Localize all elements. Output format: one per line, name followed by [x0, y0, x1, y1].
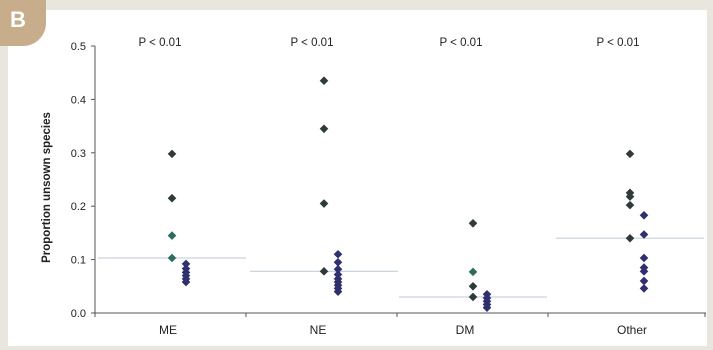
x-tick-label: DM	[456, 323, 475, 337]
y-tick-label: 0.3	[71, 148, 86, 160]
data-point	[625, 192, 635, 201]
data-point	[639, 276, 649, 286]
p-value-label: P < 0.01	[440, 37, 483, 49]
data-point	[167, 149, 177, 159]
y-tick-label: 0.0	[71, 308, 86, 320]
data-point	[333, 249, 343, 259]
data-point	[167, 253, 177, 263]
data-point	[319, 199, 329, 208]
chart-labels: Proportion unsown species ME P < 0.01 NE P <…	[41, 37, 647, 337]
p-value-label: P < 0.01	[139, 37, 182, 49]
data-point	[333, 264, 343, 274]
data-points	[167, 76, 649, 312]
p-value-label: P < 0.01	[291, 37, 334, 49]
data-point	[319, 76, 329, 86]
x-tick-label: Other	[617, 323, 647, 337]
data-point	[333, 287, 343, 296]
data-point	[639, 267, 649, 276]
data-point	[167, 193, 177, 203]
p-value-label: P < 0.01	[597, 37, 640, 49]
data-point	[333, 257, 343, 267]
data-point	[319, 267, 329, 276]
panel-label: B	[10, 7, 26, 32]
data-point	[468, 267, 478, 277]
data-point	[181, 259, 191, 269]
data-point	[625, 149, 635, 159]
y-axis-title: Proportion unsown species	[41, 112, 53, 263]
data-point	[181, 277, 191, 287]
x-tick-label: ME	[159, 323, 177, 337]
data-point	[468, 292, 478, 302]
data-point	[639, 253, 649, 263]
y-tick-label: 0.4	[71, 94, 86, 106]
data-point	[319, 124, 329, 134]
data-point	[468, 282, 478, 291]
data-point	[625, 200, 635, 210]
data-point	[625, 233, 635, 243]
data-point	[639, 210, 649, 220]
data-point	[639, 230, 649, 239]
x-tick-label: NE	[310, 323, 327, 337]
y-tick-label: 0.1	[71, 255, 86, 267]
axes: 0.0 0.1 0.2 0.3 0.4 0.5	[71, 41, 706, 320]
data-point	[167, 231, 177, 240]
chart-panel	[8, 10, 707, 346]
panel-label-badge: B	[0, 0, 46, 46]
data-point	[468, 218, 478, 228]
y-tick-label: 0.2	[71, 201, 86, 213]
y-tick-label: 0.5	[71, 41, 86, 53]
data-point	[482, 303, 492, 312]
data-point	[639, 284, 649, 293]
